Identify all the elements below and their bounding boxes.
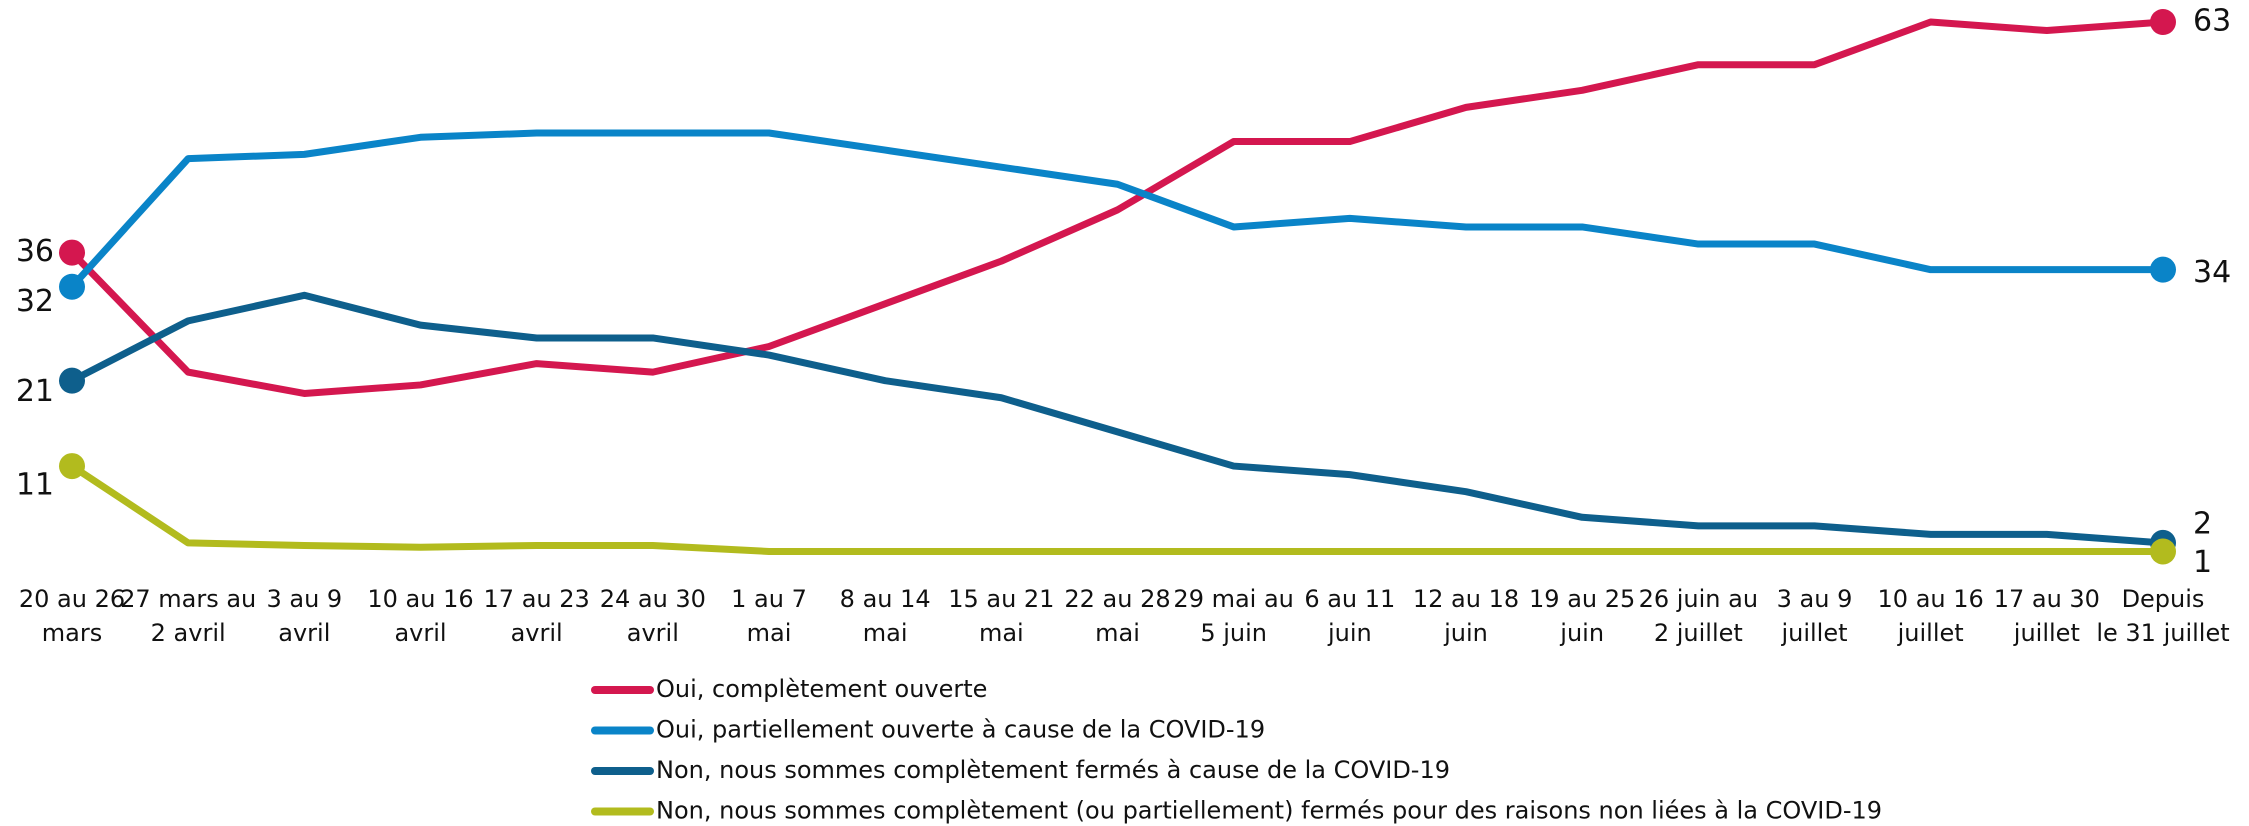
x-tick-label: mai [863,619,908,647]
x-tick-label: juin [1443,619,1488,647]
x-tick-label: 29 mai au [1173,585,1293,613]
x-tick-label: 17 au 23 [484,585,590,613]
x-tick-label: mai [1095,619,1140,647]
data-label: 11 [16,468,54,503]
data-label: 1 [2193,545,2212,580]
line-series [69,129,2163,290]
line-series [69,18,2164,397]
x-tick-label: 10 au 16 [367,585,473,613]
x-tick-label: avril [511,619,563,647]
data-label: 32 [16,284,54,319]
x-tick-label: 22 au 28 [1064,585,1170,613]
x-tick-label: mars [42,619,102,647]
data-label: 36 [16,234,54,269]
x-tick-label: 12 au 18 [1413,585,1519,613]
x-tick-label: avril [627,619,679,647]
x-tick-label: juillet [1897,619,1964,647]
x-tick-label: 19 au 25 [1529,585,1635,613]
x-tick-label: mai [979,619,1024,647]
x-tick-label: le 31 juillet [2096,619,2229,647]
x-tick-label: avril [394,619,446,647]
x-tick-label: 17 au 30 [1994,585,2100,613]
x-tick-label: 8 au 14 [840,585,931,613]
legend-label: Oui, partiellement ouverte à cause de la… [656,716,1265,744]
legend-label: Non, nous sommes complètement fermés à c… [656,756,1450,784]
end-point [2150,256,2176,283]
x-tick-label: 6 au 11 [1304,585,1395,613]
line-series [70,291,2164,547]
x-tick-label: Depuis [2122,585,2205,613]
legend-label: Oui, complètement ouverte [656,675,987,703]
data-label: 34 [2193,255,2231,290]
x-tick-label: 2 avril [151,619,226,647]
x-tick-label: 2 juillet [1654,619,1743,647]
x-tick-label: juin [1559,619,1604,647]
data-label: 63 [2193,4,2231,39]
x-tick-label: juillet [2013,619,2080,647]
line-series [70,463,2163,555]
end-point [59,367,85,394]
end-point [2150,538,2176,565]
data-label: 21 [16,374,54,409]
end-point [59,239,85,266]
x-tick-label: 20 au 26 [19,585,125,613]
end-point [2150,9,2176,35]
x-tick-label: avril [278,619,330,647]
x-tick-label: 5 juin [1200,619,1267,647]
x-tick-label: 1 au 7 [731,585,807,613]
x-tick-label: 3 au 9 [266,585,342,613]
x-tick-label: juin [1327,619,1372,647]
x-tick-label: 27 mars au [120,585,256,613]
x-tick-label: 10 au 16 [1878,585,1984,613]
x-tick-label: juillet [1780,619,1847,647]
data-label: 2 [2193,506,2212,541]
x-tick-label: 15 au 21 [948,585,1054,613]
x-tick-label: 24 au 30 [600,585,706,613]
x-tick-label: 26 juin au [1639,585,1758,613]
end-point [59,273,85,300]
x-tick-label: 3 au 9 [1777,585,1853,613]
x-tick-label: mai [747,619,792,647]
end-point [59,453,85,480]
legend-label: Non, nous sommes complètement (ou partie… [656,797,1882,825]
